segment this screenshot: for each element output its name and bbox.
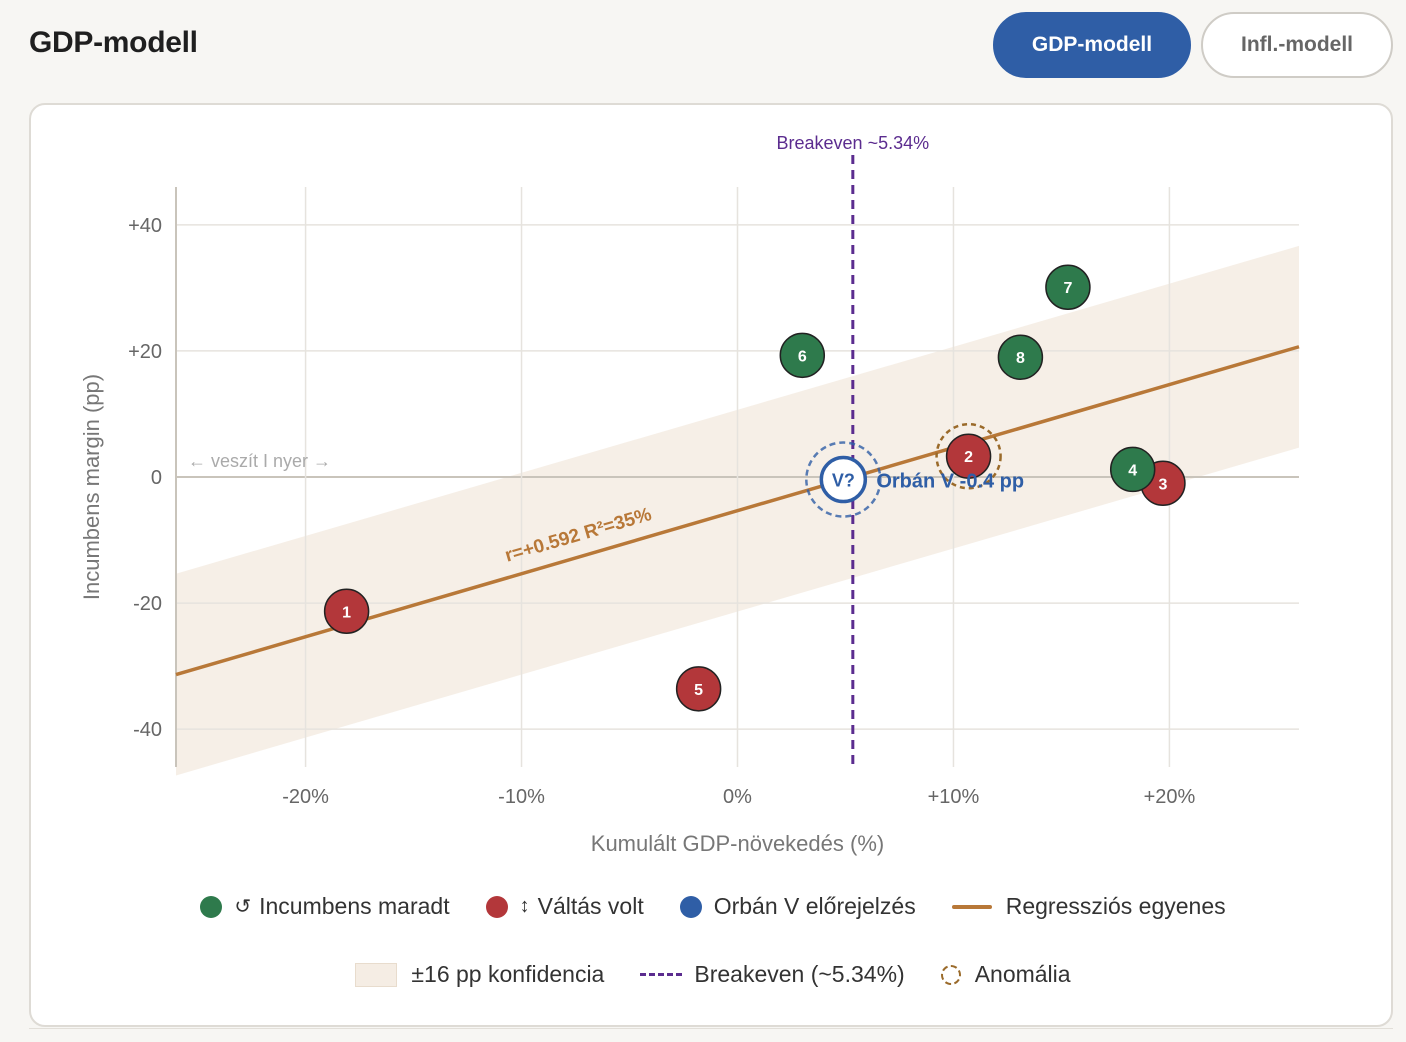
bottom-divider: [29, 1028, 1393, 1029]
chart-card: +40 +20 0 -20 -40 -20% -10% 0% +10% +20% Kumulált …: [29, 103, 1393, 1027]
y-tick-label: +40: [128, 215, 162, 237]
x-tick-label: 0%: [723, 786, 752, 808]
data-point-5: [675, 666, 722, 712]
legend-changed-label: Váltás volt: [537, 893, 644, 919]
regression-line-icon: [951, 904, 992, 909]
forecast-dot-icon: [679, 895, 702, 918]
data-point-label: 5: [694, 682, 703, 699]
tab-inflation-model[interactable]: Infl.-modell: [1201, 12, 1393, 78]
rotate-icon: ↺: [234, 896, 252, 918]
kept-dot-icon: [200, 895, 223, 918]
data-point-7: [1045, 264, 1091, 310]
legend-anomaly-label: Anomália: [974, 961, 1071, 987]
x-axis-title: Kumulált GDP-növekedés (%): [591, 831, 884, 856]
legend-breakeven-label: Breakeven (~5.34%): [694, 961, 905, 987]
y-tick-label: 0: [151, 467, 162, 489]
breakeven-label: Breakeven ~5.34%: [777, 133, 930, 153]
legend-row-2: ±16 pp konfidencia Breakeven (~5.34%) An…: [31, 961, 1395, 988]
legend-changed: ↕ Váltás volt: [485, 893, 644, 920]
y-tick-label: -40: [133, 719, 162, 741]
anomaly-ring-icon: [940, 964, 961, 985]
legend-kept-label: Incumbens maradt: [259, 893, 450, 919]
y-tick-label: +20: [128, 341, 162, 363]
data-point-1: [323, 588, 370, 635]
updown-arrow-icon: ↕: [519, 895, 530, 917]
scatter-chart: +40 +20 0 -20 -40 -20% -10% 0% +10% +20% Kumulált …: [79, 133, 1300, 856]
legend-regression: Regressziós egyenes: [951, 893, 1226, 920]
data-point-label: 3: [1158, 476, 1167, 493]
data-point-label: 2: [964, 449, 973, 466]
y-tick-label: -20: [133, 593, 162, 615]
data-point-label: 6: [798, 348, 807, 365]
forecast-ring: [805, 441, 882, 518]
forecast-annotation: Orbán V -0.4 pp: [876, 471, 1024, 493]
data-point-label: 8: [1016, 350, 1025, 367]
legend-band: ±16 pp konfidencia: [355, 961, 604, 988]
x-tick-label: -10%: [498, 786, 545, 808]
legend-regression-label: Regressziós egyenes: [1005, 893, 1226, 919]
zero-hint-label: ← veszít I nyer →: [188, 451, 331, 471]
tab-gdp-model[interactable]: GDP-modell: [993, 12, 1191, 78]
data-point-4: [1109, 446, 1156, 493]
legend-band-label: ±16 pp konfidencia: [411, 961, 605, 987]
legend-kept: ↺ Incumbens maradt: [200, 893, 450, 920]
data-point-label: 1: [342, 604, 351, 621]
y-axis-title: Incumbens margin (pp): [79, 374, 104, 600]
data-point-label: 4: [1128, 462, 1137, 479]
page-title: GDP-modell: [29, 26, 198, 59]
legend-anomaly: Anomália: [940, 961, 1071, 988]
data-point-2: [945, 433, 992, 479]
legend-breakeven: Breakeven (~5.34%): [640, 961, 905, 988]
forecast-point: [819, 455, 868, 504]
data-point-6: [779, 332, 826, 379]
data-point-8: [997, 334, 1044, 380]
forecast-point-label: V?: [832, 471, 855, 491]
x-tick-label: +20%: [1144, 786, 1196, 808]
legend-row-1: ↺ Incumbens maradt ↕ Váltás volt Orbán V…: [31, 893, 1395, 920]
dashed-line-icon: [640, 973, 683, 976]
anomaly-ring: [935, 422, 1002, 490]
confidence-band-icon: [355, 962, 398, 987]
data-point-label: 7: [1063, 280, 1072, 297]
legend-forecast-label: Orbán V előrejelzés: [713, 893, 916, 919]
x-tick-label: -20%: [282, 786, 329, 808]
changed-dot-icon: [485, 895, 508, 918]
legend-forecast: Orbán V előrejelzés: [679, 893, 916, 920]
x-tick-label: +10%: [928, 786, 980, 808]
